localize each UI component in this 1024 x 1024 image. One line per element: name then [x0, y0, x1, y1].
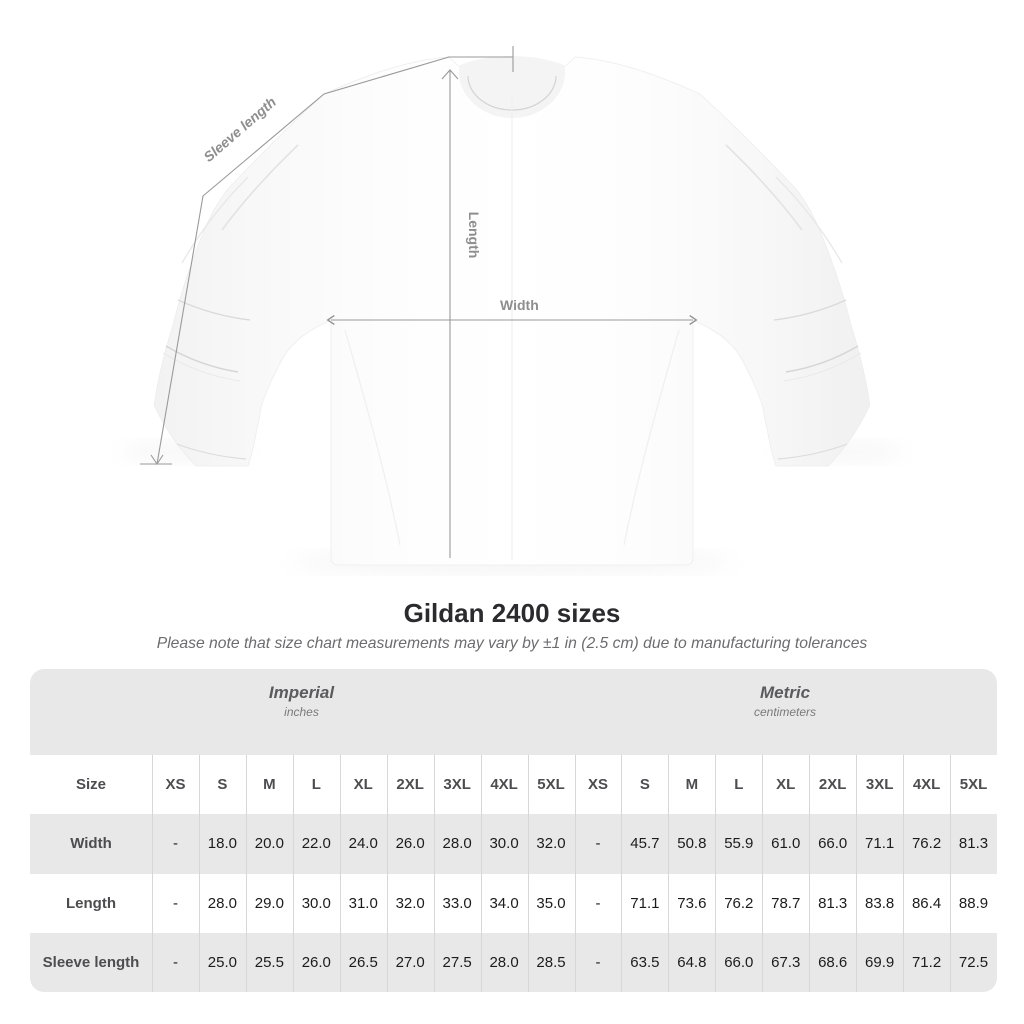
svg-text:Width: Width: [500, 297, 539, 313]
svg-text:Length: Length: [466, 212, 482, 259]
